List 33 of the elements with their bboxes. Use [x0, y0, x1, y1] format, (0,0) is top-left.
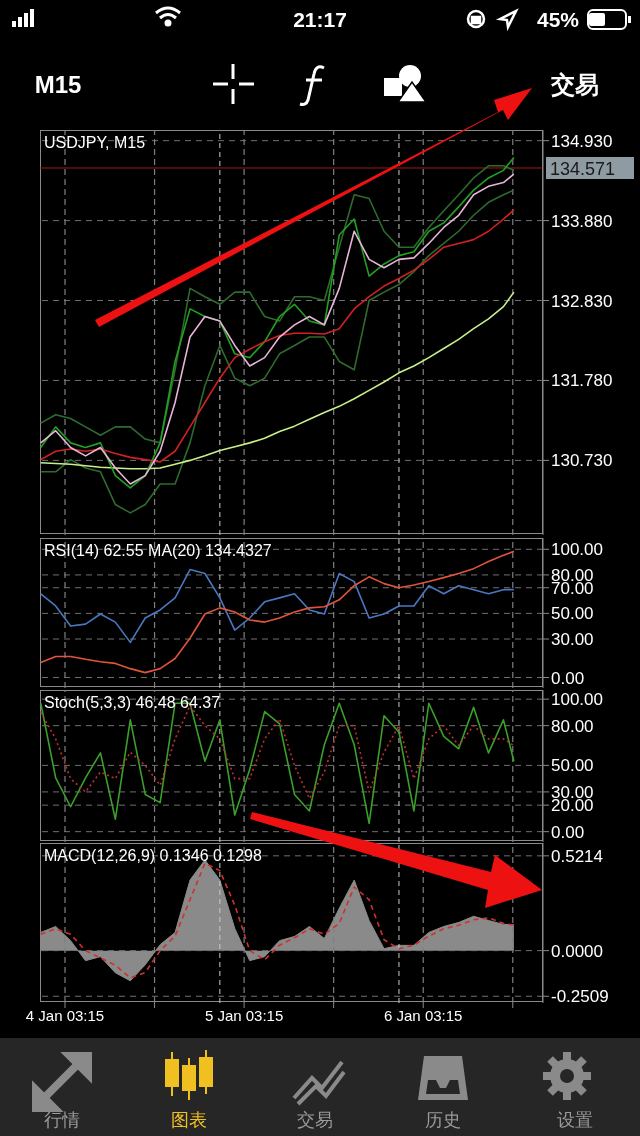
x-tick-label: 5 Jan 03:15 — [204, 1006, 284, 1024]
chart-title: RSI(14) 62.55 MA(20) 134.4327 — [44, 542, 272, 560]
text: 图表 — [170, 1110, 208, 1132]
y-tick-label: 130.730 — [551, 451, 613, 471]
text: 交易 — [296, 1110, 334, 1132]
y-tick-label: 80.00 — [551, 716, 594, 736]
y-tick-label: 131.780 — [551, 371, 613, 391]
y-tick-label: 0.5214 — [551, 846, 603, 866]
text: M15 — [33, 70, 83, 100]
chart-title: MACD(12,26,9) 0.1346 0.1298 — [44, 847, 262, 865]
x-tick-label: 4 Jan 03:15 — [25, 1006, 105, 1024]
y-tick-label: 133.880 — [551, 211, 613, 231]
y-tick-label: 0.00 — [551, 668, 585, 688]
text: 45% — [536, 7, 580, 33]
text: 行情 — [43, 1110, 81, 1132]
y-tick-label: 0.00 — [551, 822, 585, 842]
x-tick-label: 6 Jan 03:15 — [384, 1006, 463, 1024]
text: 交易 — [550, 70, 600, 100]
y-tick-label: 50.00 — [551, 604, 594, 624]
y-tick-label: 134.930 — [551, 131, 613, 151]
y-tick-label: 100.00 — [551, 540, 603, 560]
text: 21:17 — [292, 7, 348, 33]
chart-title: USDJPY, M15 — [44, 134, 146, 152]
text: 设置 — [556, 1110, 594, 1132]
text: 历史 — [424, 1110, 462, 1132]
y-tick-label: 30.00 — [551, 630, 594, 650]
y-tick-label: 0.0000 — [551, 941, 603, 961]
y-tick-label: 132.830 — [551, 291, 613, 311]
ref-line-label: 134.571 — [550, 158, 616, 179]
y-tick-label: -0.2509 — [551, 987, 609, 1007]
y-tick-label: 50.00 — [551, 756, 594, 776]
chart-title: Stoch(5,3,3) 46.48 64.37 — [44, 694, 221, 712]
y-tick-label: 100.00 — [551, 690, 603, 710]
